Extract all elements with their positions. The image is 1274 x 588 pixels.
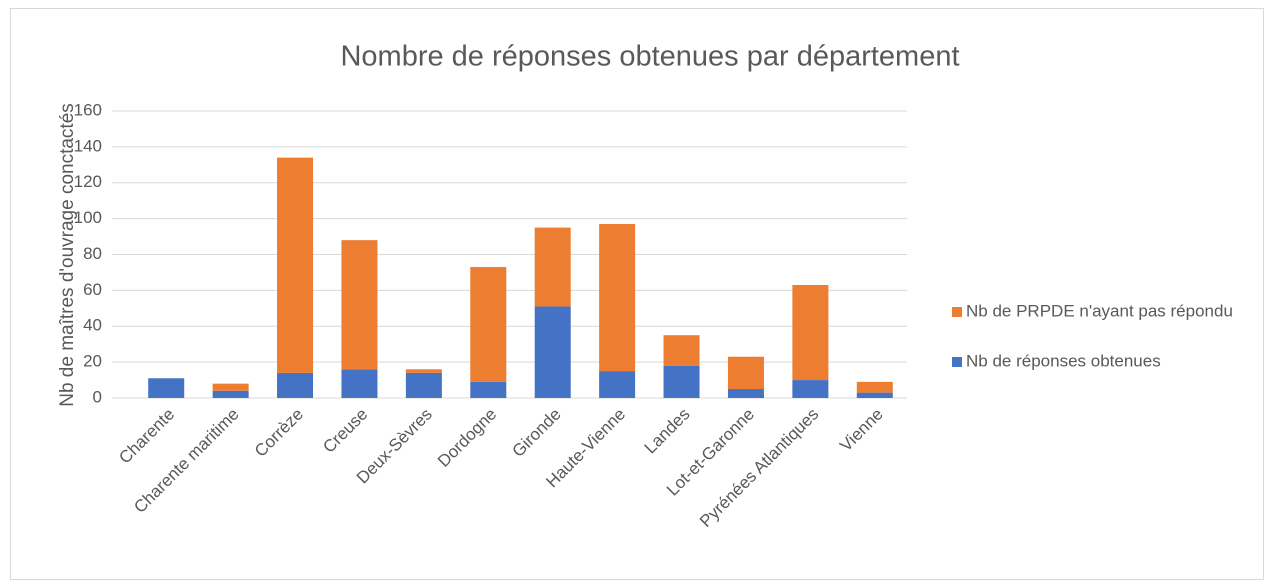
bar [405, 372, 442, 398]
y-tick-label: 0 [93, 387, 102, 406]
y-tick-label: 160 [74, 100, 102, 119]
y-tick-label: 140 [74, 136, 102, 155]
bar [470, 267, 507, 382]
chart-border [10, 8, 1264, 580]
chart-title: Nombre de réponses obtenues par départem… [340, 41, 959, 73]
bar [856, 381, 893, 393]
legend-label: Nb de réponses obtenues [966, 351, 1161, 370]
y-tick-label: 100 [74, 208, 102, 227]
legend-swatch [952, 307, 962, 317]
y-tick-label: 40 [83, 316, 102, 335]
bar [277, 157, 314, 373]
bar [663, 335, 700, 366]
bar [341, 240, 378, 370]
bar [599, 371, 636, 398]
y-tick-label: 60 [83, 280, 102, 299]
bar [212, 390, 249, 398]
bar [792, 380, 829, 398]
y-axis-label: Nb de maîtres d'ouvrage conctactés [57, 103, 78, 407]
bar [405, 369, 442, 373]
bar [148, 378, 185, 398]
legend-swatch [952, 357, 962, 367]
bar [470, 381, 507, 398]
bar [727, 389, 764, 398]
legend-label: Nb de PRPDE n'ayant pas répondu [966, 301, 1233, 320]
bar [341, 369, 378, 398]
bar [212, 383, 249, 391]
bar [792, 284, 829, 381]
y-tick-label: 120 [74, 172, 102, 191]
bar [599, 224, 636, 372]
bar [663, 365, 700, 398]
bar [727, 356, 764, 390]
bar [534, 306, 571, 398]
bar [277, 372, 314, 398]
y-tick-label: 20 [83, 352, 102, 371]
bar [534, 227, 571, 307]
y-tick-label: 80 [83, 244, 102, 263]
bar [856, 392, 893, 398]
